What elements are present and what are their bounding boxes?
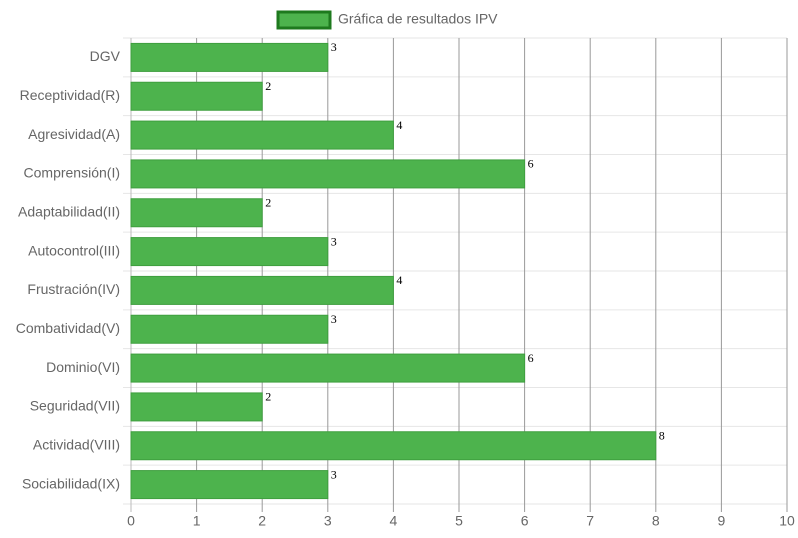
y-tick-label: DGV bbox=[90, 48, 121, 64]
value-label: 6 bbox=[528, 351, 534, 365]
x-tick-label: 6 bbox=[521, 513, 529, 529]
value-label: 3 bbox=[331, 40, 337, 54]
x-tick-label: 2 bbox=[258, 513, 266, 529]
bar bbox=[130, 120, 394, 150]
bar bbox=[130, 392, 263, 422]
x-tick-label: 7 bbox=[586, 513, 594, 529]
value-label: 2 bbox=[265, 390, 271, 404]
bar bbox=[130, 81, 263, 111]
bar bbox=[130, 42, 329, 72]
value-label: 8 bbox=[659, 429, 665, 443]
value-label: 4 bbox=[396, 118, 402, 132]
y-tick-label: Dominio(VI) bbox=[46, 359, 120, 375]
value-label: 2 bbox=[265, 79, 271, 93]
value-label: 3 bbox=[331, 234, 337, 248]
y-tick-label: Comprensión(I) bbox=[24, 165, 120, 181]
x-tick-label: 3 bbox=[324, 513, 332, 529]
bar bbox=[130, 431, 657, 461]
bar bbox=[130, 159, 526, 189]
y-tick-label: Autocontrol(III) bbox=[28, 242, 120, 258]
legend-label[interactable]: Gráfica de resultados IPV bbox=[338, 11, 498, 27]
x-tick-label: 4 bbox=[390, 513, 398, 529]
value-label: 3 bbox=[331, 467, 337, 481]
bar bbox=[130, 237, 329, 267]
bar bbox=[130, 470, 329, 500]
value-label: 4 bbox=[396, 273, 402, 287]
x-tick-label: 9 bbox=[718, 513, 726, 529]
y-tick-label: Agresividad(A) bbox=[28, 126, 120, 142]
bar bbox=[130, 353, 526, 383]
y-tick-label: Adaptabilidad(II) bbox=[18, 203, 120, 219]
value-label: 6 bbox=[528, 157, 534, 171]
bar bbox=[130, 198, 263, 228]
x-tick-label: 8 bbox=[652, 513, 660, 529]
x-tick-label: 10 bbox=[779, 513, 795, 529]
y-tick-label: Receptividad(R) bbox=[20, 87, 120, 103]
value-label: 2 bbox=[265, 196, 271, 210]
x-tick-label: 5 bbox=[455, 513, 463, 529]
y-tick-label: Actividad(VIII) bbox=[33, 436, 120, 452]
value-label: 3 bbox=[331, 312, 337, 326]
x-tick-label: 1 bbox=[193, 513, 201, 529]
bar bbox=[130, 314, 329, 344]
y-tick-label: Seguridad(VII) bbox=[30, 398, 120, 414]
y-tick-label: Sociabilidad(IX) bbox=[22, 475, 120, 491]
y-tick-label: Combatividad(V) bbox=[16, 320, 120, 336]
legend-swatch[interactable] bbox=[276, 10, 332, 30]
bar bbox=[130, 275, 394, 305]
y-tick-label: Frustración(IV) bbox=[27, 281, 120, 297]
x-tick-label: 0 bbox=[127, 513, 135, 529]
